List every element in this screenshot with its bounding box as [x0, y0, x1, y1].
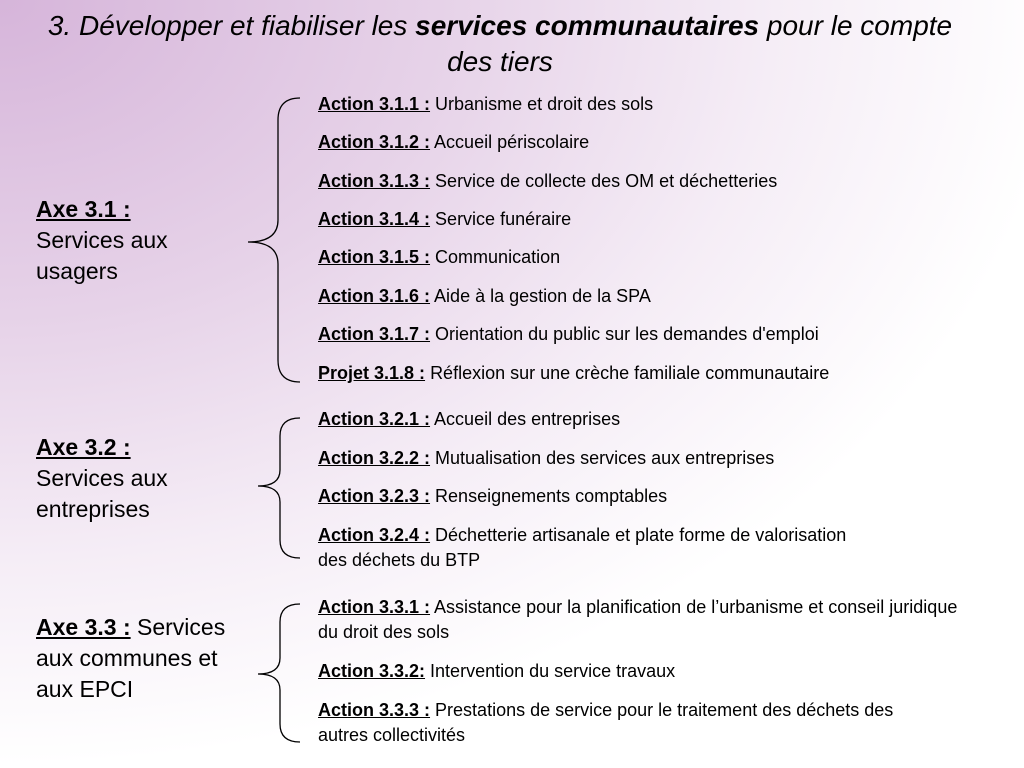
- action-3-2-2: Action 3.2.2 : Mutualisation des service…: [318, 446, 958, 471]
- action-text: Prestations de service pour le traitemen…: [318, 700, 894, 745]
- action-text: Orientation du public sur les demandes d…: [435, 324, 819, 344]
- action-label: Action 3.1.1 :: [318, 94, 431, 114]
- action-text: Service funéraire: [435, 209, 572, 229]
- axe-label: Axe 3.3 :: [36, 614, 131, 640]
- action-3-1-1: Action 3.1.1 : Urbanisme et droit des so…: [318, 92, 958, 117]
- action-label: Action 3.1.2 :: [318, 132, 431, 152]
- action-text: Communication: [435, 247, 561, 267]
- action-3-1-7: Action 3.1.7 : Orientation du public sur…: [318, 322, 958, 347]
- brace-axe-3-1: [247, 97, 301, 383]
- action-3-3-1: Action 3.3.1 : Assistance pour la planif…: [318, 595, 958, 645]
- action-text: Intervention du service travaux: [430, 661, 676, 681]
- axe-3-2: Axe 3.2 : Services aux entreprises: [36, 432, 216, 525]
- action-label: Action 3.2.1 :: [318, 409, 431, 429]
- axe-3-3: Axe 3.3 : Services aux communes et aux E…: [36, 612, 251, 705]
- action-text: Réflexion sur une crèche familiale commu…: [430, 363, 830, 383]
- brace-axe-3-3: [257, 603, 301, 743]
- action-3-1-3: Action 3.1.3 : Service de collecte des O…: [318, 169, 958, 194]
- axe-label: Axe 3.2 :: [36, 434, 131, 460]
- action-label: Action 3.2.3 :: [318, 486, 431, 506]
- action-label: Action 3.1.7 :: [318, 324, 431, 344]
- axe-text: Services aux entreprises: [36, 465, 168, 522]
- action-text: Urbanisme et droit des sols: [435, 94, 654, 114]
- action-label: Projet 3.1.8 :: [318, 363, 426, 383]
- projet-3-1-8: Projet 3.1.8 : Réflexion sur une crèche …: [318, 361, 958, 386]
- action-label: Action 3.1.3 :: [318, 171, 431, 191]
- action-3-1-4: Action 3.1.4 : Service funéraire: [318, 207, 958, 232]
- action-3-1-2: Action 3.1.2 : Accueil périscolaire: [318, 130, 958, 155]
- action-3-2-3: Action 3.2.3 : Renseignements comptables: [318, 484, 958, 509]
- action-label: Action 3.3.2:: [318, 661, 426, 681]
- slide-title: 3. Développer et fiabiliser les services…: [40, 8, 960, 80]
- title-text-2: pour le compte des tiers: [447, 10, 953, 77]
- action-3-2-4: Action 3.2.4 : Déchetterie artisanale et…: [318, 523, 878, 573]
- action-text: Renseignements comptables: [435, 486, 668, 506]
- action-label: Action 3.1.6 :: [318, 286, 431, 306]
- axe-text: Services aux usagers: [36, 227, 168, 284]
- action-text: Déchetterie artisanale et plate forme de…: [318, 525, 847, 570]
- brace-axe-3-2: [257, 417, 301, 559]
- action-label: Action 3.1.4 :: [318, 209, 431, 229]
- action-3-2-1: Action 3.2.1 : Accueil des entreprises: [318, 407, 958, 432]
- action-3-1-5: Action 3.1.5 : Communication: [318, 245, 958, 270]
- action-label: Action 3.2.4 :: [318, 525, 431, 545]
- action-text: Accueil des entreprises: [434, 409, 621, 429]
- action-label: Action 3.1.5 :: [318, 247, 431, 267]
- action-3-3-2: Action 3.3.2: Intervention du service tr…: [318, 659, 958, 684]
- title-bold-text: services communautaires: [415, 10, 760, 41]
- action-text: Accueil périscolaire: [434, 132, 590, 152]
- title-text-1: 3. Développer et fiabiliser les: [47, 10, 416, 41]
- action-label: Action 3.2.2 :: [318, 448, 431, 468]
- action-text: Aide à la gestion de la SPA: [434, 286, 651, 306]
- action-text: Assistance pour la planification de l’ur…: [318, 597, 958, 642]
- axe-3-1: Axe 3.1 : Services aux usagers: [36, 194, 216, 287]
- action-text: Mutualisation des services aux entrepris…: [435, 448, 775, 468]
- action-3-1-6: Action 3.1.6 : Aide à la gestion de la S…: [318, 284, 958, 309]
- action-label: Action 3.3.1 :: [318, 597, 431, 617]
- action-label: Action 3.3.3 :: [318, 700, 431, 720]
- action-3-3-3: Action 3.3.3 : Prestations de service po…: [318, 698, 918, 748]
- axe-text: Services aux communes et aux EPCI: [36, 614, 226, 702]
- axe-label: Axe 3.1 :: [36, 196, 131, 222]
- action-text: Service de collecte des OM et déchetteri…: [435, 171, 778, 191]
